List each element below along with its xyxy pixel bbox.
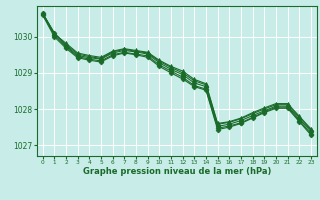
X-axis label: Graphe pression niveau de la mer (hPa): Graphe pression niveau de la mer (hPa)	[83, 167, 271, 176]
